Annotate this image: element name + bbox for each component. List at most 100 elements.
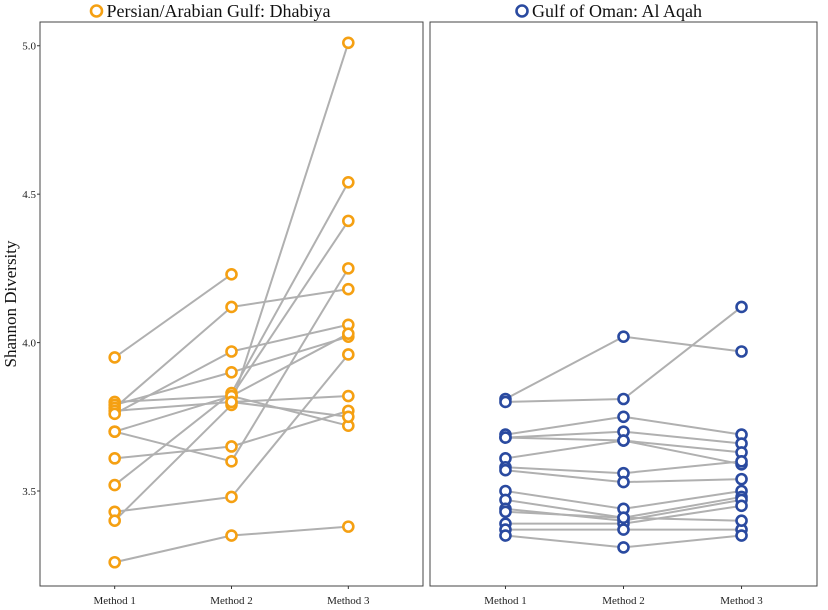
- data-point: [342, 214, 355, 228]
- data-point: [225, 490, 238, 504]
- series-line: [505, 436, 624, 442]
- data-point: [499, 463, 512, 477]
- data-point: [499, 395, 512, 409]
- data-point: [617, 330, 630, 343]
- data-point: [342, 282, 355, 296]
- data-point: [108, 478, 121, 492]
- series-line: [623, 439, 742, 466]
- series-line: [230, 220, 350, 397]
- series-line: [230, 353, 350, 498]
- series-line: [505, 469, 624, 484]
- data-point: [108, 425, 121, 438]
- series-line: [623, 430, 742, 445]
- data-point: [617, 511, 630, 525]
- series-line: [114, 395, 232, 403]
- series-line: [113, 404, 233, 522]
- series-line: [623, 460, 742, 475]
- data-point: [617, 434, 630, 447]
- x-tick-label: Method 1: [484, 595, 526, 607]
- legend-marker-al-aqah: [515, 4, 529, 18]
- data-point: [225, 300, 238, 314]
- y-axis-label: Shannon Diversity: [1, 240, 20, 368]
- data-point: [225, 529, 238, 542]
- series-line: [623, 495, 742, 519]
- y-tick-label: 4.0: [22, 338, 36, 350]
- data-point: [735, 472, 748, 486]
- series-line: [230, 181, 350, 394]
- series-line: [623, 335, 742, 353]
- panel-title: Gulf of Oman: Al Aqah: [532, 1, 702, 21]
- series-line: [505, 498, 624, 519]
- series-line: [623, 478, 742, 484]
- data-point: [108, 452, 121, 465]
- series-line: [114, 306, 233, 409]
- data-point: [735, 529, 748, 542]
- series-line: [505, 397, 624, 403]
- series-line: [505, 490, 624, 510]
- data-point: [342, 262, 355, 275]
- series-line: [114, 273, 233, 359]
- series-line: [505, 534, 624, 549]
- data-point: [225, 345, 238, 358]
- data-point: [108, 351, 121, 364]
- data-point: [735, 300, 748, 314]
- data-point: [617, 523, 630, 536]
- panel-title: Persian/Arabian Gulf: Dhabiya: [107, 1, 331, 21]
- series-line: [623, 534, 742, 549]
- series-line: [114, 400, 232, 412]
- series-line: [623, 516, 742, 522]
- series-line: [623, 504, 742, 525]
- data-point: [617, 541, 630, 554]
- x-tick-label: Method 1: [93, 595, 135, 607]
- data-point: [225, 395, 238, 409]
- series-line: [623, 490, 742, 510]
- series-line: [623, 415, 742, 436]
- data-point: [617, 392, 630, 406]
- data-point: [735, 345, 748, 358]
- y-tick-label: 4.5: [22, 189, 36, 201]
- data-point: [108, 407, 121, 421]
- data-point: [735, 514, 748, 527]
- data-point: [225, 268, 238, 281]
- y-tick-label: 3.5: [22, 486, 36, 498]
- series-line: [230, 42, 350, 406]
- series-line: [505, 466, 624, 475]
- data-point: [499, 431, 512, 444]
- x-tick-label: Method 3: [327, 595, 370, 607]
- series-line: [114, 371, 232, 406]
- data-point: [617, 410, 630, 424]
- series-line: [231, 395, 349, 403]
- data-point: [735, 499, 748, 513]
- data-point: [225, 440, 238, 453]
- data-point: [342, 410, 355, 424]
- series-line: [114, 534, 232, 564]
- series-line: [230, 267, 350, 462]
- series-line: [622, 306, 743, 400]
- series-line: [623, 439, 742, 454]
- x-tick-label: Method 2: [602, 595, 644, 607]
- x-tick-label: Method 2: [210, 595, 252, 607]
- panel-frame: [429, 21, 818, 587]
- data-point: [735, 455, 748, 468]
- data-point: [499, 505, 512, 519]
- data-point: [342, 36, 355, 50]
- series-line: [114, 495, 232, 513]
- series-line: [114, 395, 232, 433]
- data-point: [342, 348, 355, 361]
- data-point: [342, 520, 355, 533]
- data-point: [499, 529, 512, 542]
- data-point: [225, 455, 238, 468]
- data-point: [225, 365, 238, 379]
- x-tick-label: Method 3: [720, 595, 763, 607]
- data-point: [617, 475, 630, 489]
- series-line: [114, 350, 232, 415]
- series-line: [504, 335, 624, 400]
- series-line: [114, 392, 233, 486]
- series-line: [231, 525, 349, 537]
- data-point: [108, 514, 121, 527]
- series-line: [505, 415, 624, 436]
- data-point: [342, 175, 355, 189]
- series-line: [505, 439, 624, 460]
- series-line: [231, 288, 349, 308]
